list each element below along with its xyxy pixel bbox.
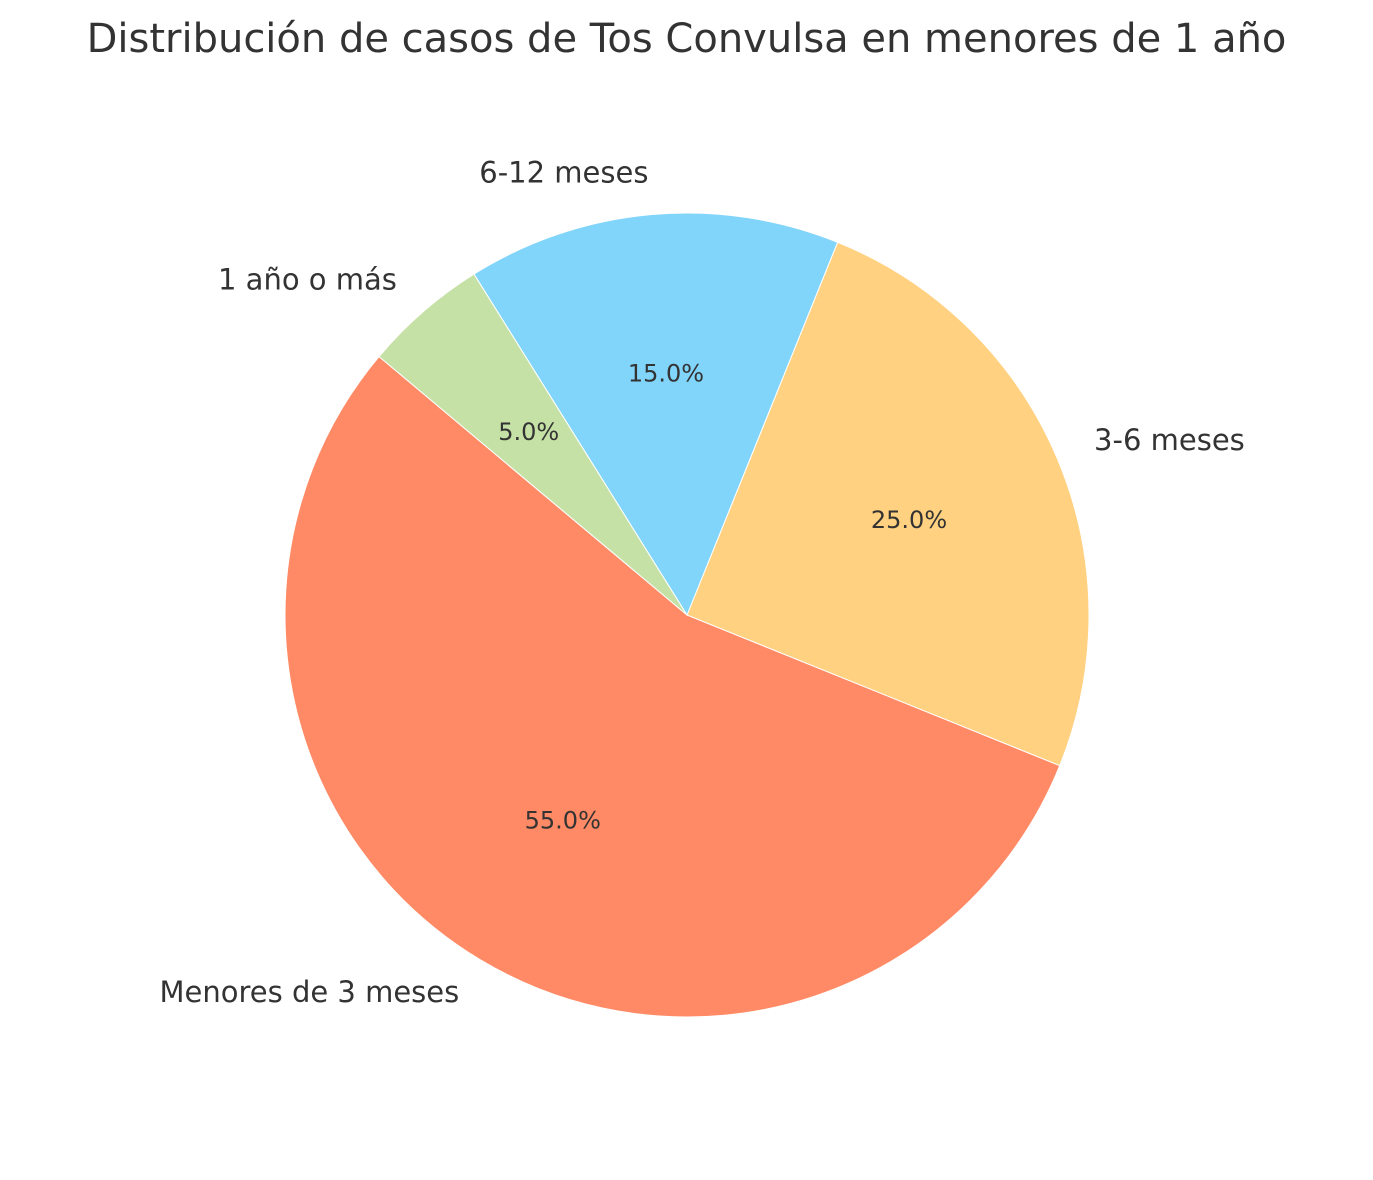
pie-slice-6-12-meses xyxy=(473,212,839,617)
category-label-menores-de-3-meses: Menores de 3 meses xyxy=(160,975,460,1009)
percent-label-menores-de-3-meses: 55.0% xyxy=(525,807,601,835)
pie-slice-menores-de-3-meses xyxy=(284,355,1061,1018)
percent-labels: 55.0% 25.0% 15.0% 5.0% xyxy=(498,360,947,835)
pie-slices xyxy=(284,212,1090,1018)
percent-label-1-ano-o-mas: 5.0% xyxy=(498,418,559,446)
percent-label-6-12-meses: 15.0% xyxy=(628,360,704,388)
percent-label-3-6-meses: 25.0% xyxy=(871,506,947,534)
chart-title: Distribución de casos de Tos Convulsa en… xyxy=(86,16,1287,62)
pie-slice-1-ano-o-mas xyxy=(378,273,688,616)
category-label-3-6-meses: 3-6 meses xyxy=(1094,423,1245,457)
category-label-1-ano-o-mas: 1 año o más xyxy=(218,262,397,296)
pie-slice-3-6-meses xyxy=(686,241,1090,767)
category-label-6-12-meses: 6-12 meses xyxy=(479,155,648,189)
category-labels: Menores de 3 meses 3-6 meses 6-12 meses 1 a… xyxy=(160,155,1245,1009)
